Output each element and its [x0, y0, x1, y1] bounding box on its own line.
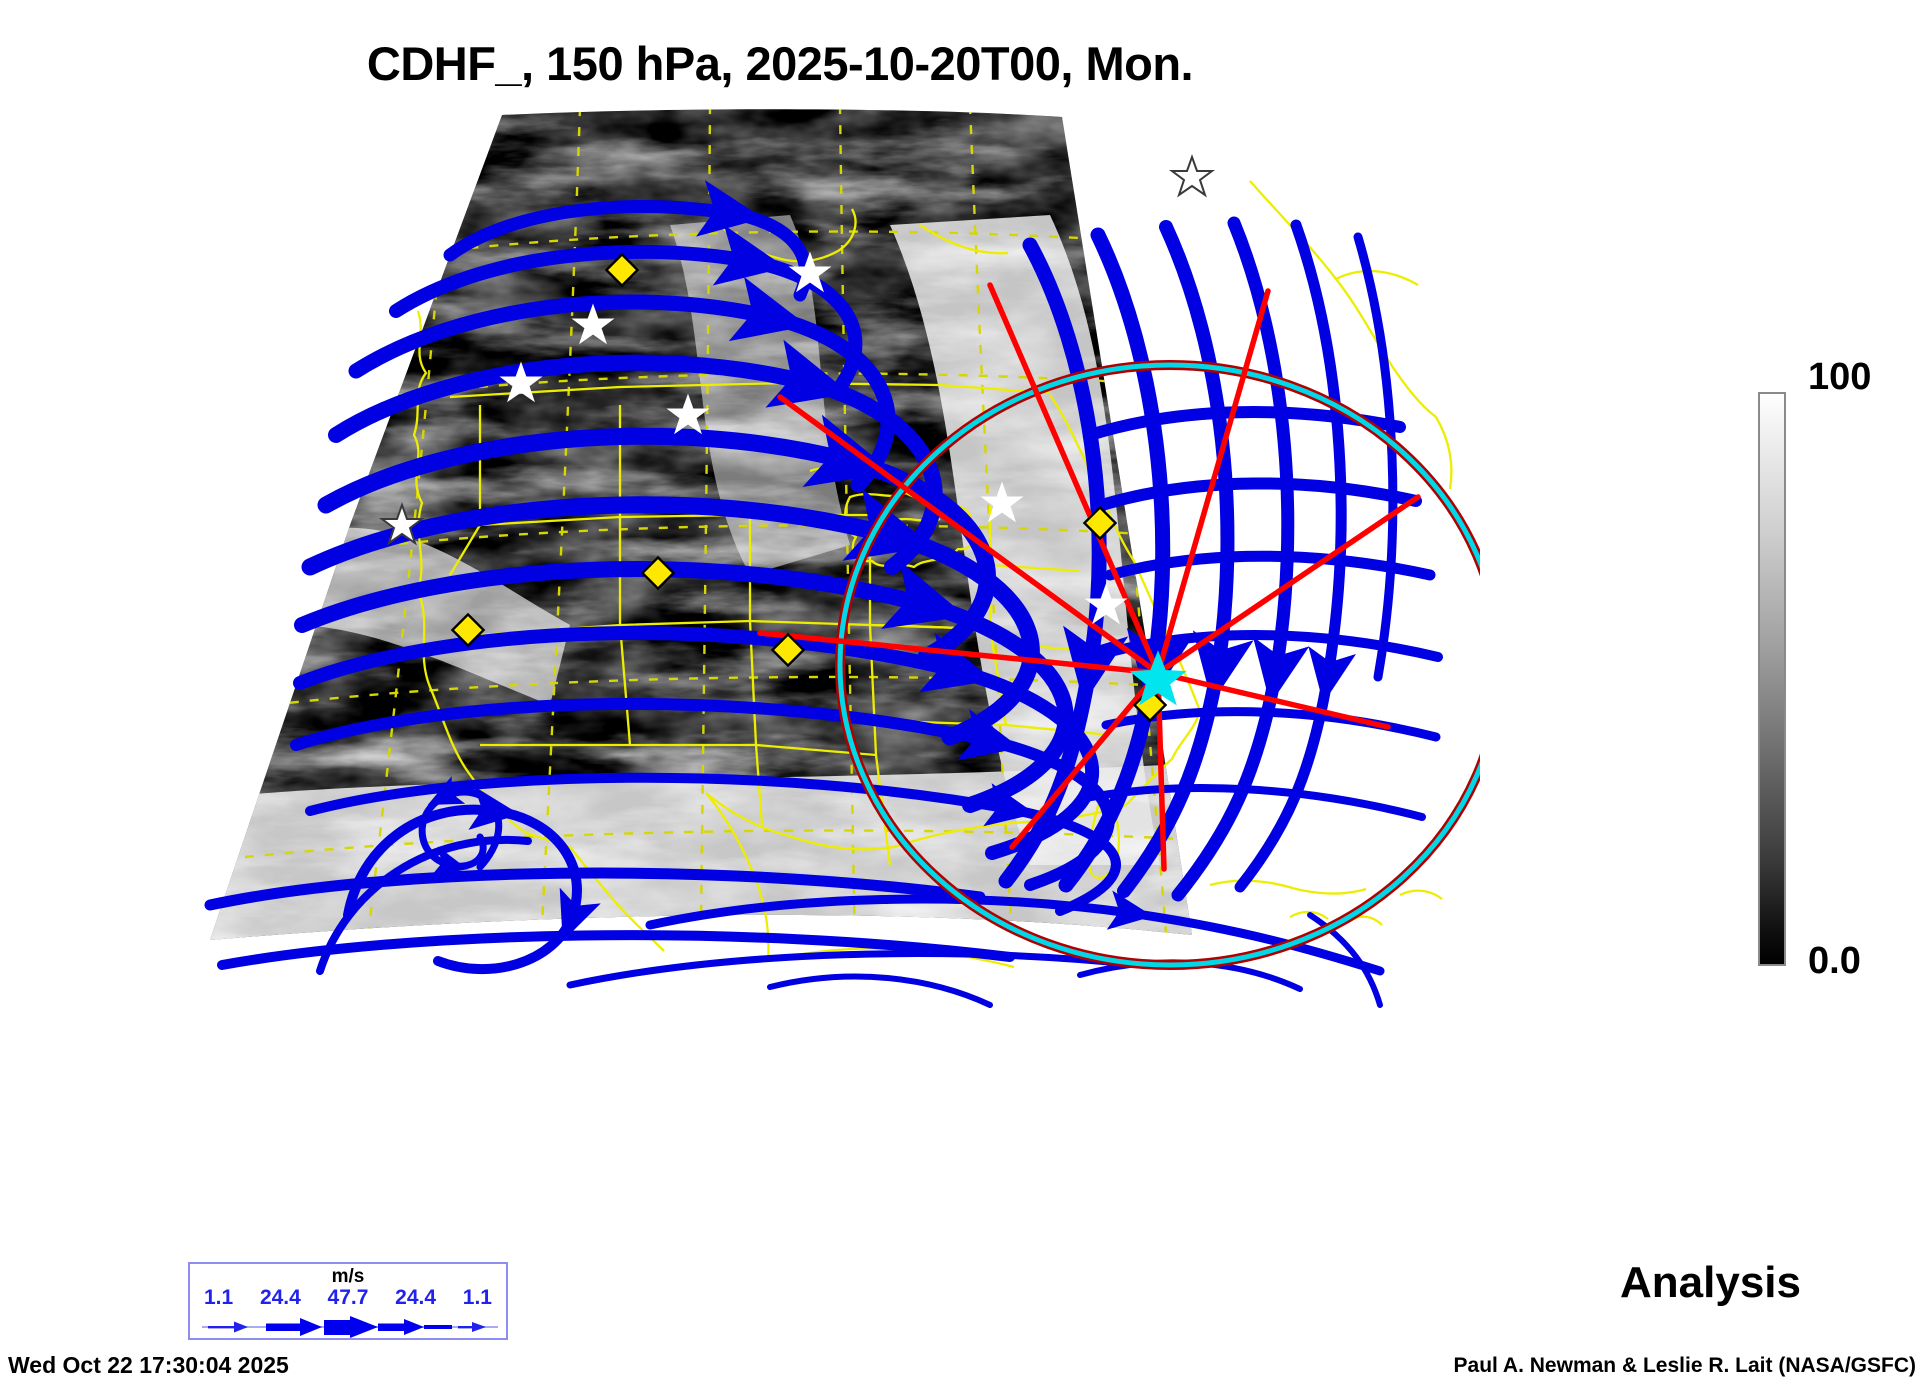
range-ring	[835, 360, 1480, 970]
station-stars[interactable]	[499, 251, 1212, 625]
author-credit: Paul A. Newman & Leslie R. Lait (NASA/GS…	[1453, 1354, 1916, 1377]
colorbar-gradient	[1758, 392, 1786, 966]
wind-legend-value-0: 1.1	[204, 1286, 234, 1309]
hub-star-icon[interactable]	[1129, 650, 1187, 706]
wind-legend-values: 1.1 24.4 47.7 24.4 1.1	[190, 1286, 506, 1310]
wind-legend-unit: m/s	[331, 1266, 365, 1287]
station-stars-outside[interactable]	[379, 154, 1215, 546]
map-panel[interactable]	[150, 105, 1480, 1025]
wind-legend-value-1: 24.4	[259, 1286, 301, 1309]
wind-speed-legend: m/s 1.1 24.4 47.7 24.4 1.1	[188, 1262, 508, 1340]
colorbar: 100 0.0	[1758, 356, 1926, 982]
map-plot[interactable]	[150, 105, 1480, 1025]
wind-legend-value-3: 24.4	[395, 1286, 437, 1309]
flight-radials	[757, 282, 1421, 872]
analysis-label: Analysis	[1620, 1258, 1801, 1307]
colorbar-max-label: 100	[1808, 356, 1872, 398]
wind-legend-value-4: 1.1	[462, 1286, 492, 1309]
wind-legend-arrows	[202, 1316, 498, 1338]
page-title: CDHF_, 150 hPa, 2025-10-20T00, Mon.	[366, 37, 1194, 90]
colorbar-min-label: 0.0	[1808, 940, 1861, 982]
wind-legend-value-2: 47.7	[327, 1286, 369, 1309]
render-timestamp: Wed Oct 22 17:30:04 2025	[8, 1352, 289, 1378]
